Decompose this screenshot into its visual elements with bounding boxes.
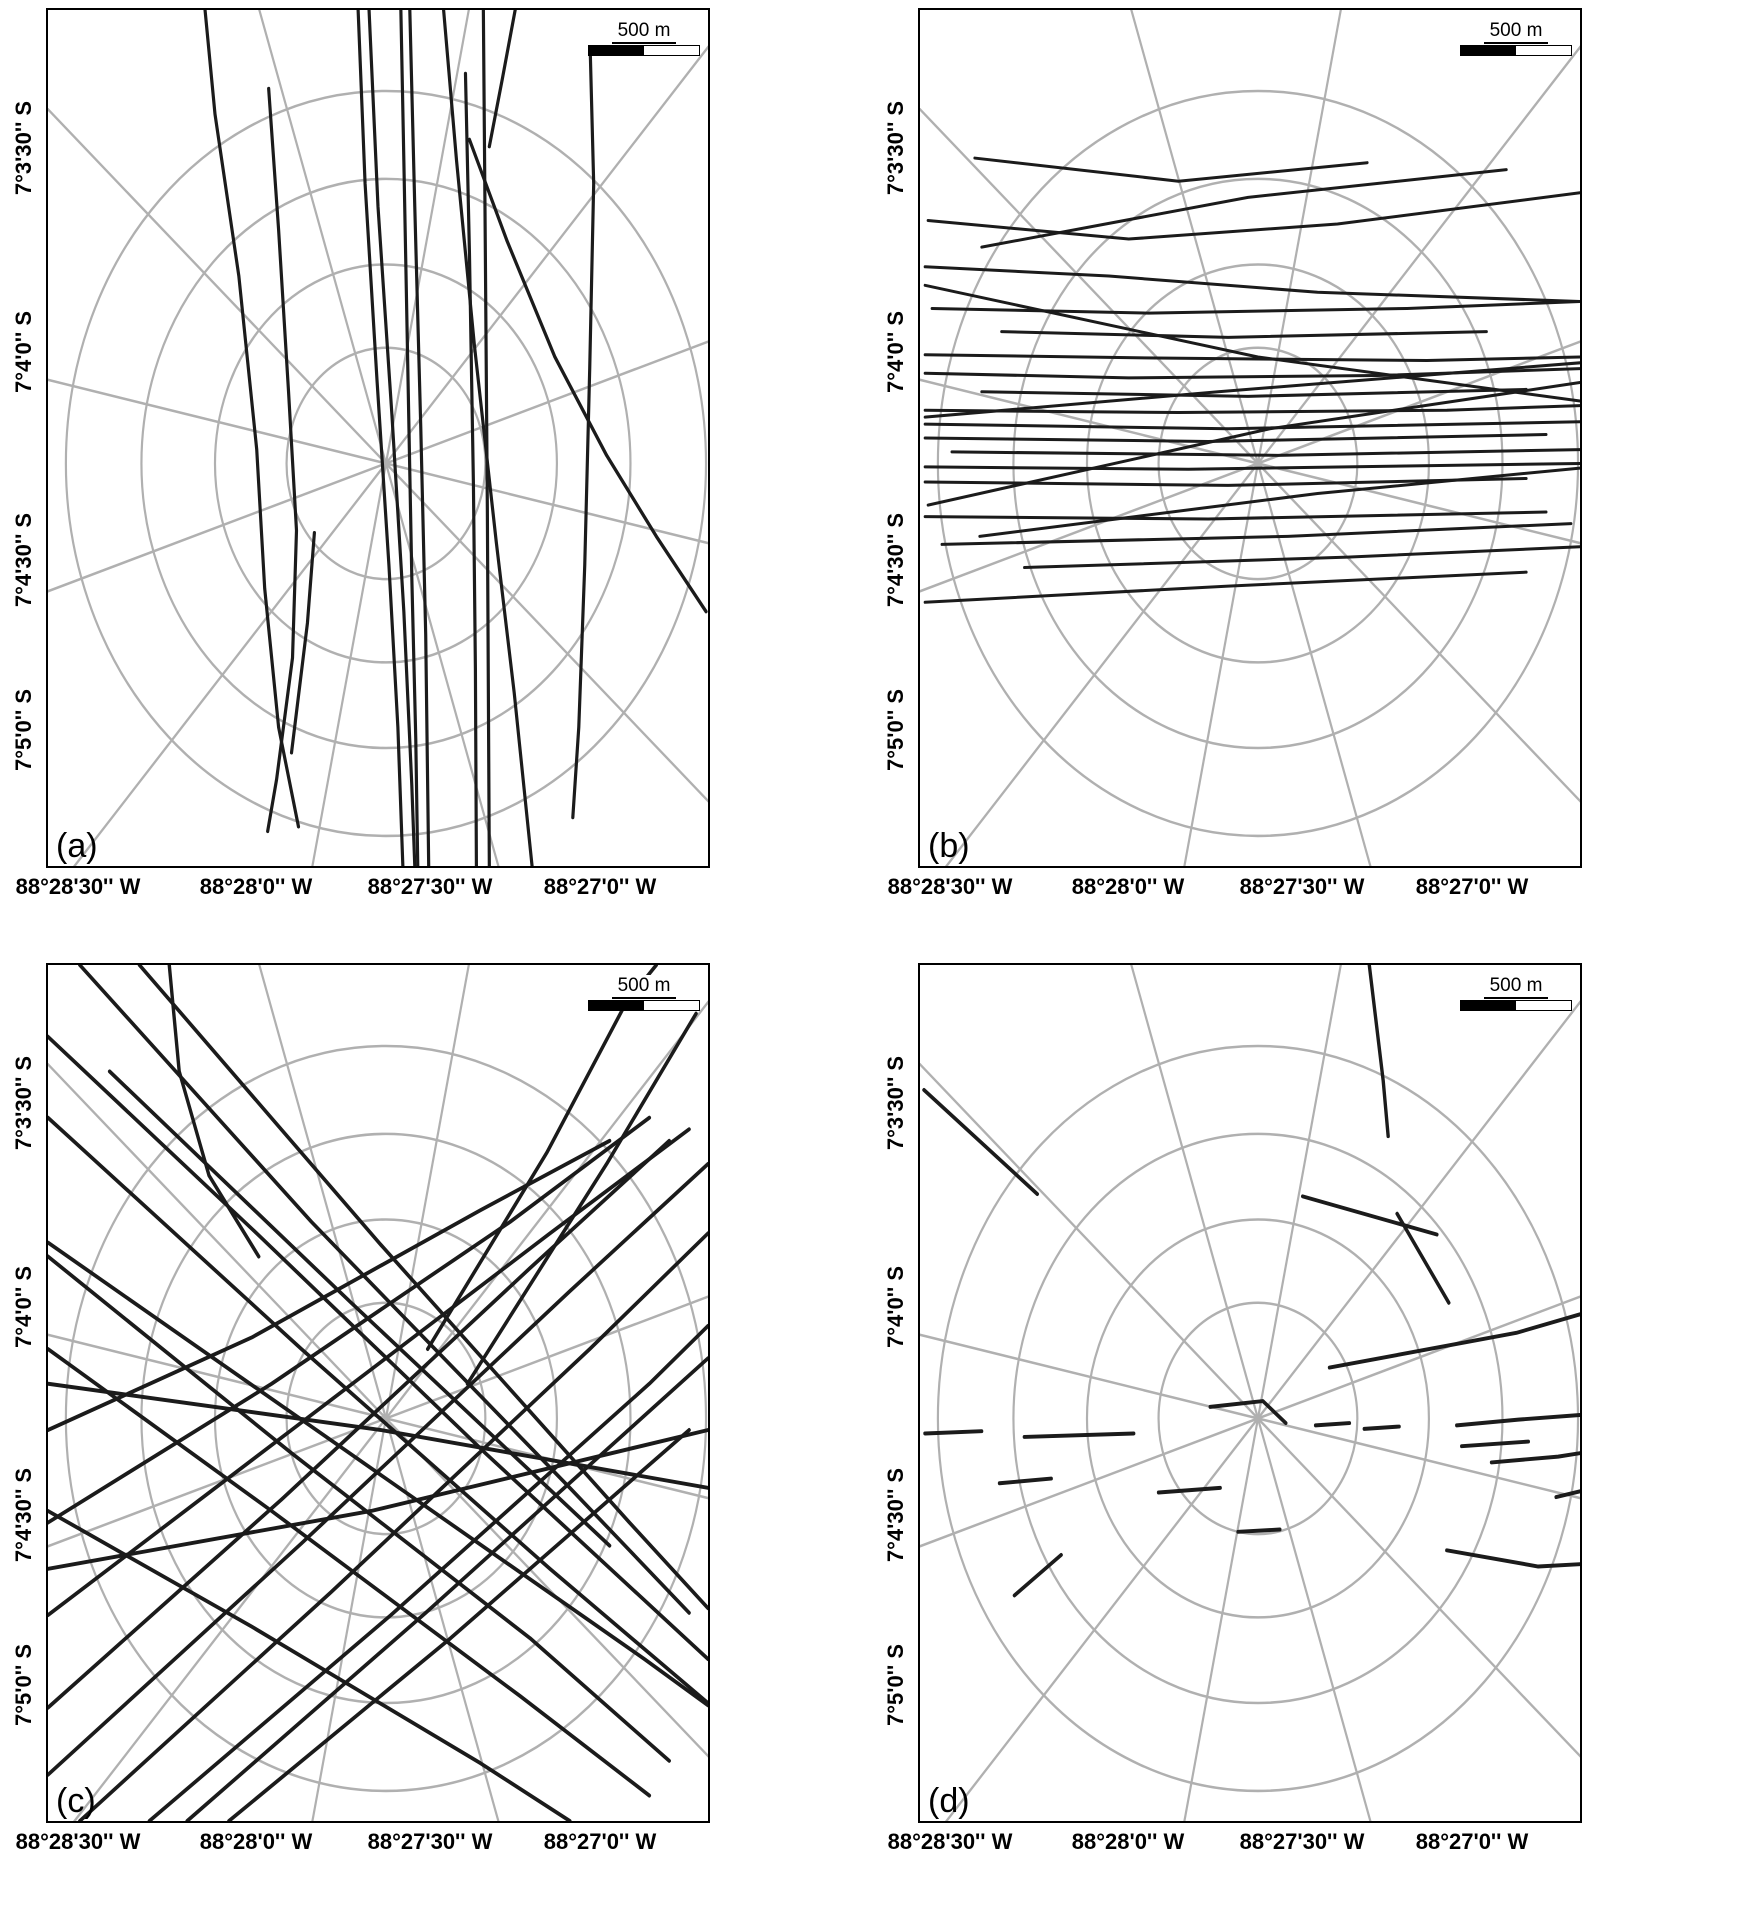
panel-letter: (a) xyxy=(56,827,98,865)
map-canvas-a xyxy=(48,10,708,866)
x-axis-tick-label: 88°27'0'' W xyxy=(543,1829,657,1854)
scale-bar-graphic xyxy=(588,1000,700,1011)
y-axis-tick-label: 7°3'30'' S xyxy=(11,100,36,196)
map-canvas-c xyxy=(48,965,708,1821)
map-area-d: 500 m (d) xyxy=(918,963,1582,1823)
scale-bar-black-segment xyxy=(589,1001,644,1010)
scale-bar: 500 m xyxy=(588,975,700,1011)
scale-bar-label: 500 m xyxy=(1483,20,1549,44)
y-axis-tick-label: 7°4'0'' S xyxy=(883,311,908,393)
panel-letter: (b) xyxy=(928,827,970,865)
x-axis-tick-label: 88°28'30'' W xyxy=(887,874,1013,899)
y-axis-tick-label: 7°5'0'' S xyxy=(11,1644,36,1726)
scale-bar: 500 m xyxy=(1460,975,1572,1011)
y-axis-tick-label: 7°4'30'' S xyxy=(11,512,36,608)
y-axis-tick-label: 7°4'0'' S xyxy=(11,1266,36,1348)
y-axis-tick-label: 7°4'30'' S xyxy=(883,512,908,608)
scale-bar-label: 500 m xyxy=(1483,975,1549,999)
x-axis-tick-label: 88°27'30'' W xyxy=(367,1829,493,1854)
x-axis-tick-label: 88°27'0'' W xyxy=(543,874,657,899)
y-axis-tick-label: 7°4'30'' S xyxy=(883,1467,908,1563)
map-area-a: 500 m (a) xyxy=(46,8,710,868)
x-axis-tick-label: 88°27'30'' W xyxy=(1239,1829,1365,1854)
scale-bar-graphic xyxy=(1460,1000,1572,1011)
x-axis-tick-label: 88°28'0'' W xyxy=(199,1829,313,1854)
y-axis-tick-label: 7°4'0'' S xyxy=(11,311,36,393)
scale-bar-black-segment xyxy=(1461,46,1516,55)
panel-a: 7°3'30'' S 7°4'0'' S 7°4'30'' S 7°5'0'' … xyxy=(0,0,872,955)
panel-letter: (d) xyxy=(928,1782,970,1820)
x-axis-tick-label: 88°28'30'' W xyxy=(887,1829,1013,1854)
x-axis-tick-label: 88°27'0'' W xyxy=(1415,874,1529,899)
map-area-b: 500 m (b) xyxy=(918,8,1582,868)
y-axis-tick-label: 7°4'0'' S xyxy=(883,1266,908,1348)
scale-bar-graphic xyxy=(1460,45,1572,56)
scale-bar-black-segment xyxy=(1461,1001,1516,1010)
scale-bar: 500 m xyxy=(588,20,700,56)
map-area-c: 500 m (c) xyxy=(46,963,710,1823)
panel-c: 7°3'30'' S 7°4'0'' S 7°4'30'' S 7°5'0'' … xyxy=(0,955,872,1911)
panel-b: 7°3'30'' S 7°4'0'' S 7°4'30'' S 7°5'0'' … xyxy=(872,0,1744,955)
x-axis-tick-label: 88°28'30'' W xyxy=(15,1829,141,1854)
x-axis-tick-label: 88°28'0'' W xyxy=(1071,874,1185,899)
x-axis-tick-label: 88°28'0'' W xyxy=(1071,1829,1185,1854)
scale-bar-white-segment xyxy=(644,46,699,55)
scale-bar-black-segment xyxy=(589,46,644,55)
map-canvas-d xyxy=(920,965,1580,1821)
scale-bar-label: 500 m xyxy=(611,975,677,999)
scale-bar: 500 m xyxy=(1460,20,1572,56)
scale-bar-graphic xyxy=(588,45,700,56)
panel-d: 7°3'30'' S 7°4'0'' S 7°4'30'' S 7°5'0'' … xyxy=(872,955,1744,1911)
y-axis-tick-label: 7°3'30'' S xyxy=(883,1055,908,1151)
scale-bar-white-segment xyxy=(1516,1001,1571,1010)
map-canvas-b xyxy=(920,10,1580,866)
x-axis-tick-label: 88°27'30'' W xyxy=(367,874,493,899)
y-axis-tick-label: 7°3'30'' S xyxy=(11,1055,36,1151)
y-axis-tick-label: 7°4'30'' S xyxy=(11,1467,36,1563)
scale-bar-white-segment xyxy=(644,1001,699,1010)
x-axis-tick-label: 88°28'0'' W xyxy=(199,874,313,899)
y-axis-tick-label: 7°5'0'' S xyxy=(883,689,908,771)
x-axis-tick-label: 88°27'0'' W xyxy=(1415,1829,1529,1854)
y-axis-tick-label: 7°3'30'' S xyxy=(883,100,908,196)
x-axis-tick-label: 88°28'30'' W xyxy=(15,874,141,899)
scale-bar-white-segment xyxy=(1516,46,1571,55)
x-axis-tick-label: 88°27'30'' W xyxy=(1239,874,1365,899)
scale-bar-label: 500 m xyxy=(611,20,677,44)
y-axis-tick-label: 7°5'0'' S xyxy=(883,1644,908,1726)
panel-letter: (c) xyxy=(56,1782,96,1820)
y-axis-tick-label: 7°5'0'' S xyxy=(11,689,36,771)
